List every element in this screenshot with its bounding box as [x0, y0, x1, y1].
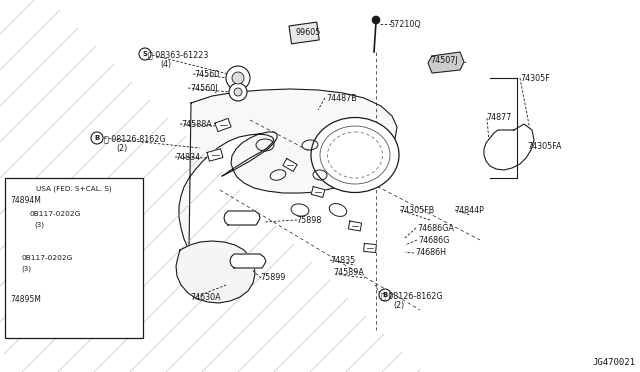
Text: (2): (2) [116, 144, 127, 153]
Polygon shape [176, 241, 255, 303]
Text: 74877: 74877 [486, 113, 511, 122]
Text: 74844P: 74844P [454, 206, 484, 215]
Text: 74588A: 74588A [181, 120, 212, 129]
Text: 74305FA: 74305FA [527, 142, 561, 151]
Text: Ⓑ 08126-8162G: Ⓑ 08126-8162G [104, 134, 166, 143]
Circle shape [232, 72, 244, 84]
Text: B: B [94, 135, 100, 141]
Text: 74305FB: 74305FB [399, 206, 435, 215]
Polygon shape [224, 211, 260, 225]
Polygon shape [348, 221, 362, 231]
Text: B: B [382, 292, 388, 298]
Ellipse shape [311, 118, 399, 192]
Polygon shape [215, 118, 231, 132]
Text: 74894M: 74894M [10, 196, 41, 205]
Polygon shape [428, 52, 464, 73]
Polygon shape [230, 254, 266, 268]
Text: (2): (2) [393, 301, 404, 310]
Text: 74835: 74835 [330, 256, 355, 265]
Text: 75898: 75898 [296, 216, 321, 225]
Text: 74630A: 74630A [190, 293, 221, 302]
Text: 74834: 74834 [175, 153, 200, 162]
Circle shape [17, 209, 27, 219]
Text: 74686G: 74686G [418, 236, 449, 245]
Text: 74686H: 74686H [415, 248, 446, 257]
Text: 74305F: 74305F [520, 74, 550, 83]
Text: USA (FED. S+CAL. S): USA (FED. S+CAL. S) [36, 186, 112, 192]
Polygon shape [179, 89, 397, 250]
Text: 99605: 99605 [295, 28, 321, 37]
Circle shape [91, 132, 103, 144]
Polygon shape [484, 124, 534, 170]
Polygon shape [364, 244, 376, 253]
Polygon shape [207, 149, 223, 161]
Polygon shape [311, 187, 325, 198]
Text: 74560: 74560 [194, 70, 220, 79]
Bar [289, 22, 319, 44]
Text: 75899: 75899 [260, 273, 285, 282]
Text: 57210Q: 57210Q [389, 20, 420, 29]
Circle shape [372, 16, 380, 24]
Polygon shape [43, 234, 57, 246]
Text: S: S [143, 51, 147, 57]
Text: 74589A: 74589A [333, 268, 364, 277]
Text: Ⓢ 08363-61223: Ⓢ 08363-61223 [148, 50, 209, 59]
Polygon shape [43, 280, 57, 291]
Polygon shape [37, 301, 52, 312]
Text: S: S [19, 211, 24, 217]
Text: 74560J: 74560J [190, 84, 218, 93]
Circle shape [379, 289, 391, 301]
Text: 74895M: 74895M [10, 295, 41, 304]
Text: 74507J: 74507J [430, 56, 458, 65]
Circle shape [229, 83, 247, 101]
Text: 74487B: 74487B [326, 94, 356, 103]
Text: (3): (3) [21, 266, 31, 273]
Text: (3): (3) [34, 222, 44, 228]
Text: 74686GA: 74686GA [417, 224, 454, 233]
Polygon shape [20, 270, 40, 286]
Text: (4): (4) [160, 60, 171, 69]
Text: 0B117-0202G: 0B117-0202G [30, 211, 81, 217]
Circle shape [234, 88, 242, 96]
Circle shape [8, 253, 18, 263]
Bar [5, 178, 143, 338]
Polygon shape [283, 158, 297, 171]
Text: Ⓑ 08126-8162G: Ⓑ 08126-8162G [381, 291, 443, 300]
Circle shape [226, 66, 250, 90]
Circle shape [139, 48, 151, 60]
Polygon shape [24, 223, 45, 241]
Text: JG470021: JG470021 [592, 358, 635, 367]
Text: S: S [10, 255, 15, 261]
Text: 0B117-0202G: 0B117-0202G [21, 255, 72, 261]
